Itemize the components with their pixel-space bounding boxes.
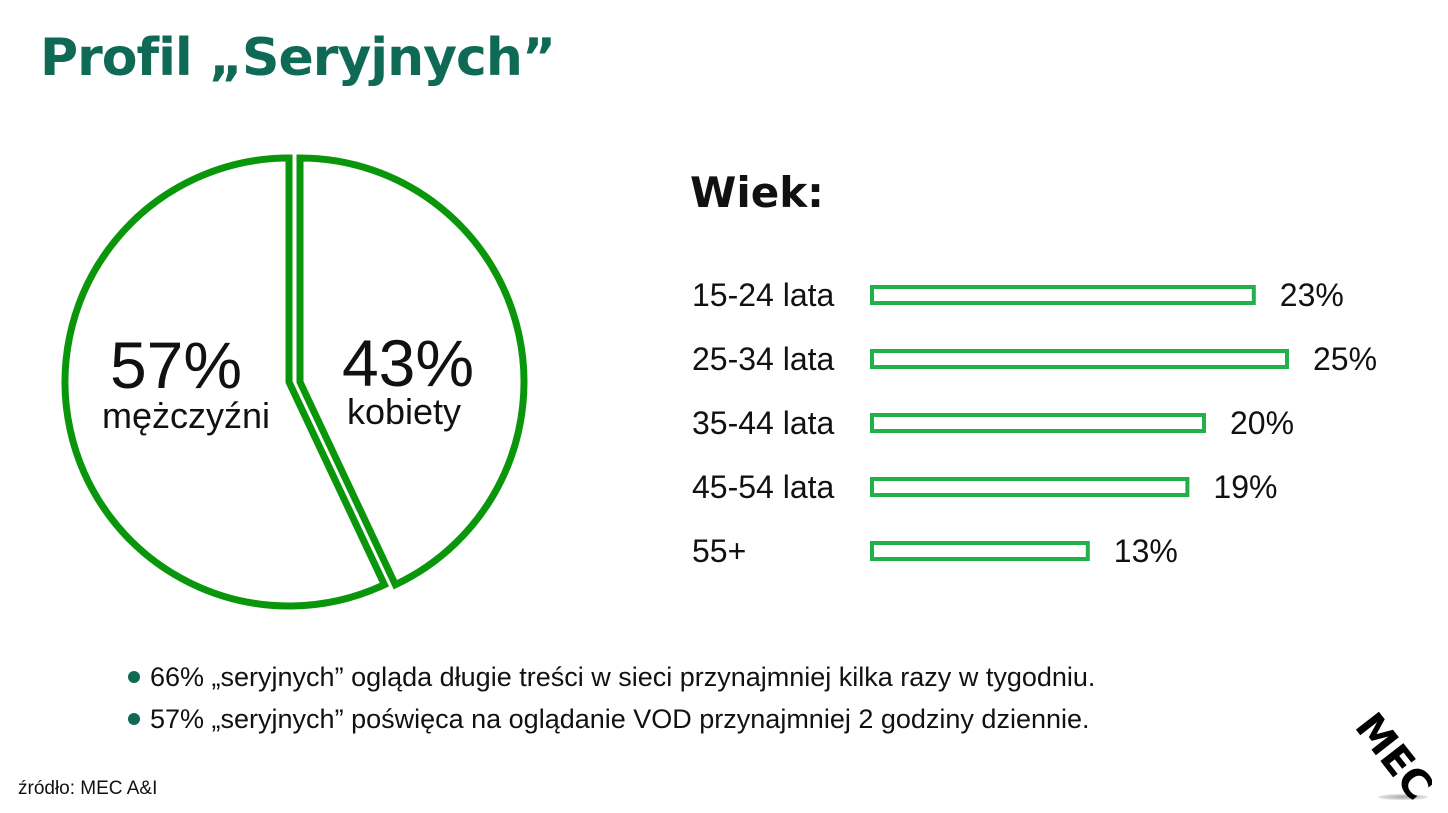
pie-slice-women: [296, 154, 528, 590]
age-category-label: 35-44 lata: [692, 405, 835, 441]
age-category-label: 25-34 lata: [692, 341, 835, 377]
age-value-label: 20%: [1230, 405, 1294, 441]
age-value-label: 25%: [1313, 341, 1377, 377]
source-note: źródło: MEC A&I: [18, 778, 158, 799]
age-bar: [870, 541, 1090, 561]
age-value-label: 19%: [1213, 469, 1277, 505]
pie-slice-men: [61, 154, 390, 610]
bullet-text: 57% „seryjnych” poświęca na oglądanie VO…: [150, 703, 1090, 734]
age-bar: [870, 349, 1289, 369]
mec-logo-text: MEC: [1352, 712, 1432, 802]
bullet-text: 66% „seryjnych” ogląda długie treści w s…: [150, 661, 1096, 692]
age-chart-title: Wiek:: [690, 168, 824, 217]
age-value-label: 23%: [1280, 277, 1344, 313]
pie-label-women: kobiety: [347, 391, 461, 432]
age-category-label: 15-24 lata: [692, 277, 835, 313]
bullet-item: 66% „seryjnych” ogląda długie treści w s…: [128, 656, 1095, 698]
gender-pie-chart: 57% mężczyźni 43% kobiety: [61, 154, 528, 610]
bullet-dot-icon: [128, 713, 140, 725]
pie-pct-men: 57%: [110, 328, 242, 402]
bullet-list: 66% „seryjnych” ogląda długie treści w s…: [128, 656, 1095, 740]
pie-pct-women: 43%: [342, 326, 474, 400]
bullet-dot-icon: [128, 671, 140, 683]
logo-shadow: [1378, 794, 1428, 800]
age-category-label: 45-54 lata: [692, 469, 835, 505]
age-bar: [870, 285, 1256, 305]
age-value-label: 13%: [1114, 533, 1178, 569]
mec-logo: MEC: [1352, 712, 1432, 802]
age-category-label: 55+: [692, 533, 746, 569]
bullet-item: 57% „seryjnych” poświęca na oglądanie VO…: [128, 698, 1095, 740]
age-bar-chart: 15-24 lata 23% 25-34 lata 25% 35-44 lata 20% 4…: [692, 277, 1377, 569]
page-title: Profil „Seryjnych”: [40, 28, 556, 88]
age-bar: [870, 413, 1206, 433]
pie-label-men: mężczyźni: [102, 395, 270, 436]
age-bar: [870, 477, 1190, 497]
